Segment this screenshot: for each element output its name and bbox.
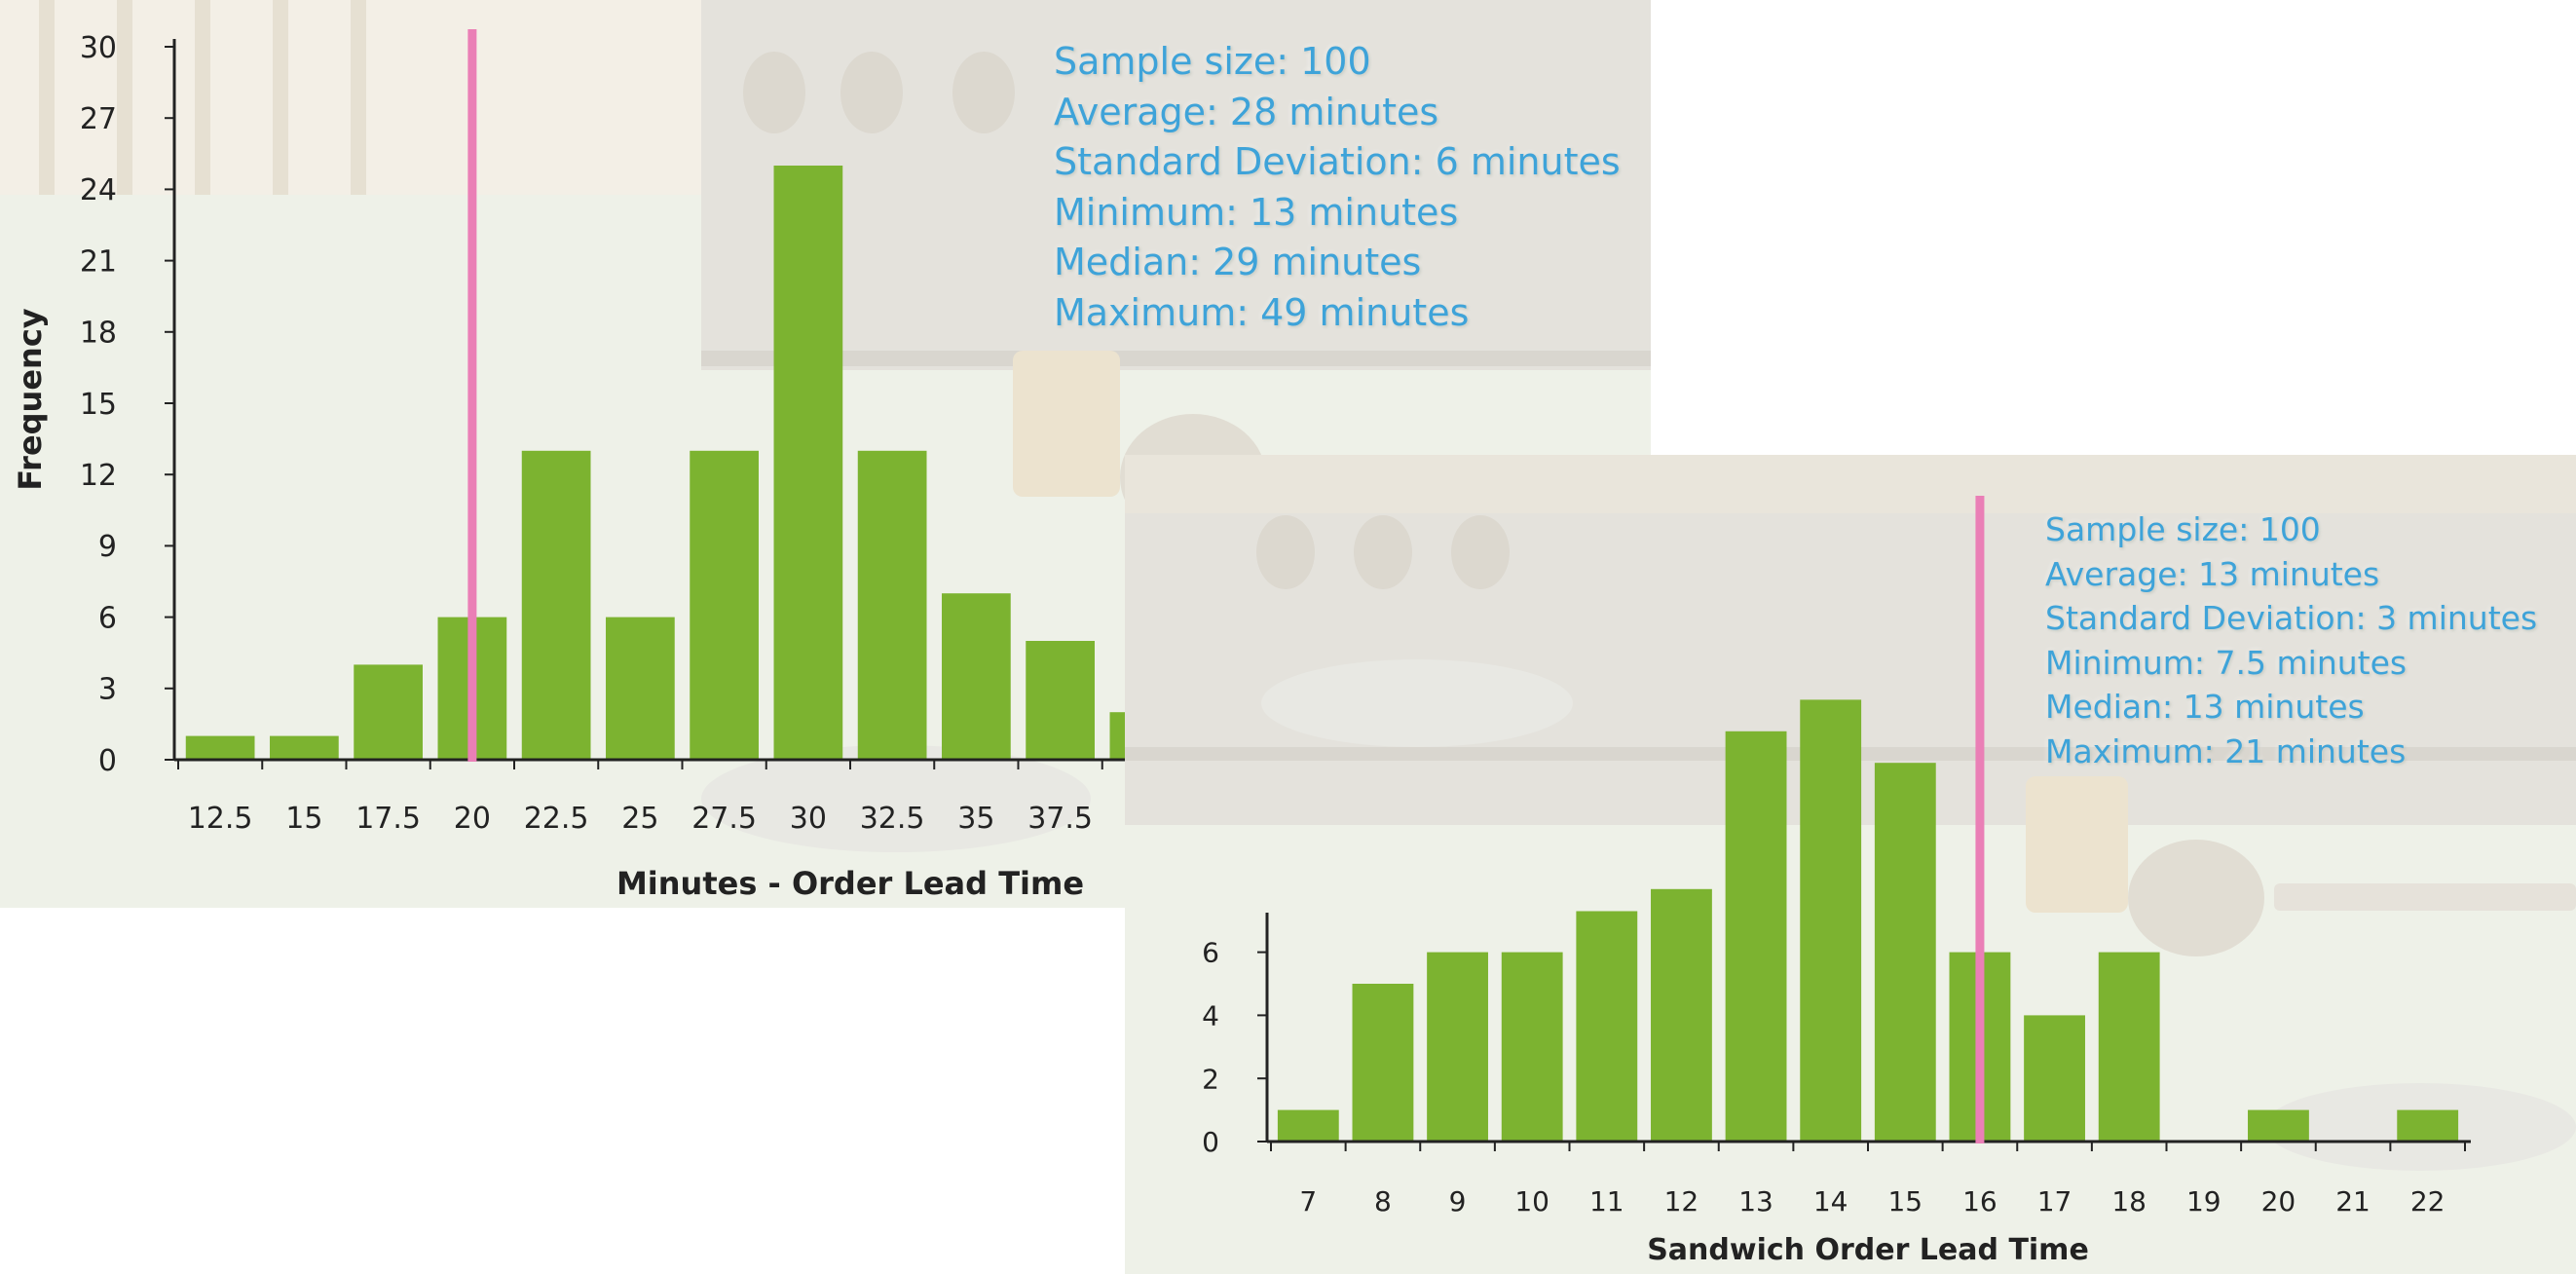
chart-2-bar-16: [2397, 1109, 2459, 1142]
chart-2-x-tick-label-16: 22: [2410, 1185, 2445, 1218]
kitchen-background-illustration: [0, 0, 1651, 852]
chart-2-stat-average: Average: 13 minutes: [2045, 554, 2380, 593]
chart-1-stat-minimum: Minimum: 13 minutes: [1054, 190, 1459, 234]
chart-1-stat-median: Median: 29 minutes: [1054, 241, 1422, 283]
chart-2-x-tick-label-13: 19: [2186, 1185, 2221, 1218]
chart-1-y-tick-label-11: 30: [80, 31, 117, 65]
chart-1-bar-8: [773, 166, 843, 760]
chart-1-bar-7: [690, 450, 759, 760]
chart-2-plot: 7 8 9 10 11 12 13 14 15 16 17 18 19 20 21 22 0 2 4 6 Sandwic…: [1202, 496, 2471, 1267]
chart-2-x-tick-label-14: 20: [2261, 1185, 2296, 1218]
chart-1-y-tick-label-1: 0: [98, 744, 117, 778]
chart-1-y-tick-label-2: 3: [98, 673, 117, 707]
chart-2-stats-box: Sample size: 100 Average: 13 minutes Sta…: [2045, 507, 2537, 773]
chart-2-stat-sample-size: Sample size: 100: [2045, 510, 2321, 548]
chart-2-stat-maximum: Maximum: 21 minutes: [2045, 731, 2407, 770]
chart-1-y-tick-label-8: 21: [80, 244, 117, 279]
chart-1-x-tick-label-4: 20: [454, 802, 491, 836]
chart-1-y-tick-label-9: 24: [80, 173, 117, 207]
chart-2-bar-7: [1725, 731, 1787, 1142]
chart-2-x-tick-label-11: 17: [2037, 1185, 2072, 1218]
chart-2-stat-median: Median: 13 minutes: [2045, 688, 2365, 726]
chart-2-bar-1: [1277, 1109, 1339, 1142]
chart-2-x-tick-label-12: 18: [2111, 1185, 2147, 1218]
chart-1-stat-sample-size: Sample size: 100: [1054, 40, 1371, 83]
chart-1-bar-10: [942, 593, 1011, 760]
chart-1-x-tick-label-7: 27.5: [691, 802, 757, 836]
chart-1-x-tick-label-1: 12.5: [188, 802, 253, 836]
chart-1-x-tick-label-9: 32.5: [860, 802, 925, 836]
chart-2-y-tick-label-3: 4: [1202, 999, 1219, 1031]
chart-1-x-tick-label-10: 35: [957, 802, 994, 836]
chart-2-stat-minimum: Minimum: 7.5 minutes: [2045, 643, 2408, 682]
chart-2-y-tick-label-2: 2: [1202, 1063, 1219, 1095]
chart-1-y-tick-label-5: 12: [80, 459, 117, 493]
chart-2-x-tick-label-2: 8: [1374, 1185, 1392, 1218]
chart-1-y-tick-label-10: 27: [80, 102, 117, 136]
chart-1-stat-std-dev: Standard Deviation: 6 minutes: [1054, 140, 1621, 183]
chart-2-x-tick-label-4: 10: [1514, 1185, 1549, 1218]
chart-2-x-tick-label-6: 12: [1664, 1185, 1699, 1218]
chart-1-y-tick-label-6: 15: [80, 388, 117, 422]
chart-2-bar-6: [1651, 888, 1712, 1142]
sandwich-lead-time-chart-panel: 7 8 9 10 11 12 13 14 15 16 17 18 19 20 21 22 0 2 4 6 Sandwic…: [1125, 455, 2576, 1274]
chart-2-y-tick-label-1: 0: [1202, 1126, 1219, 1158]
chart-2-x-tick-label-5: 11: [1589, 1185, 1624, 1218]
chart-2-x-tick-label-9: 15: [1887, 1185, 1923, 1218]
chart-1-x-axis-title: Minutes - Order Lead Time: [616, 865, 1084, 902]
chart-1-bar-11: [1026, 641, 1095, 760]
chart-2-bar-3: [1427, 952, 1488, 1142]
chart-2-x-tick-label-7: 13: [1738, 1185, 1773, 1218]
chart-2-bar-2: [1352, 984, 1414, 1142]
chart-2-x-axis-title: Sandwich Order Lead Time: [1647, 1233, 2089, 1267]
chart-2-x-tick-label-3: 9: [1449, 1185, 1467, 1218]
chart-1-y-axis-title: Frequency: [12, 308, 49, 490]
chart-1-bar-6: [606, 617, 675, 760]
chart-2-bar-9: [1874, 763, 1936, 1142]
chart-2-bar-11: [2024, 1015, 2085, 1142]
chart-2-bar-12: [2098, 952, 2160, 1142]
chart-1-x-tick-label-2: 15: [285, 802, 322, 836]
chart-1-y-tick-label-3: 6: [98, 601, 117, 635]
chart-1-y-tick-label-4: 9: [98, 530, 117, 564]
chart-1-bar-5: [521, 450, 591, 760]
chart-2-x-tick-label-15: 21: [2335, 1185, 2371, 1218]
chart-1-bar-2: [270, 735, 339, 760]
chart-2-y-tick-label-4: 6: [1202, 937, 1219, 969]
chart-1-bar-1: [185, 735, 255, 760]
chart-1-stat-average: Average: 28 minutes: [1054, 90, 1439, 133]
chart-1-x-tick-label-6: 25: [621, 802, 658, 836]
chart-1-x-tick-label-11: 37.5: [1027, 802, 1093, 836]
chart-1-x-tick-label-3: 17.5: [355, 802, 421, 836]
chart-1-x-tick-label-8: 30: [790, 802, 827, 836]
chart-1-y-tick-label-7: 18: [80, 317, 117, 351]
chart-2-bar-5: [1576, 911, 1638, 1142]
chart-1-stat-maximum: Maximum: 49 minutes: [1054, 290, 1470, 334]
chart-1-x-tick-label-5: 22.5: [524, 802, 589, 836]
chart-2-x-tick-label-1: 7: [1299, 1185, 1317, 1218]
chart-1-bar-9: [857, 450, 927, 760]
chart-2-bar-8: [1800, 699, 1862, 1142]
chart-1-bar-3: [354, 664, 423, 760]
chart-2-bar-14: [2248, 1109, 2309, 1142]
chart-1-stats-box: Sample size: 100 Average: 28 minutes Sta…: [1054, 37, 1621, 338]
chart-2-x-tick-label-8: 14: [1813, 1185, 1848, 1218]
chart-2-x-tick-label-10: 16: [1962, 1185, 1997, 1218]
chart-2-stat-std-dev: Standard Deviation: 3 minutes: [2045, 599, 2538, 637]
chart-2-bar-4: [1501, 952, 1563, 1142]
